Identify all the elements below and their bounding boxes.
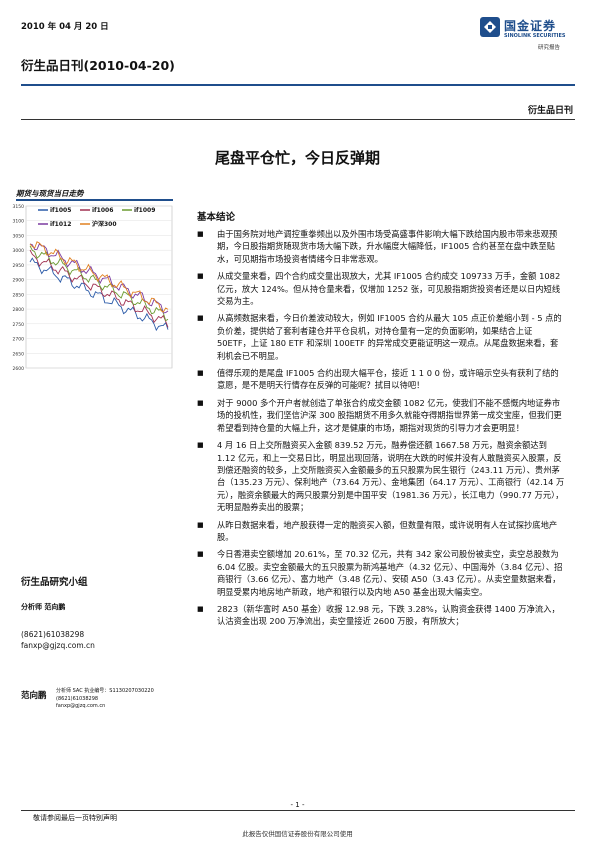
logo-subtitle: 研究报告 [538,45,561,51]
chart-y-tick-label: 2850 [13,292,25,298]
chart-y-tick-label: 2600 [13,366,25,370]
conclusion-item: 4 月 16 日上交所融资买入金额 839.52 万元，融券偿还额 1667.5… [197,439,565,513]
chart-series-line [29,249,169,328]
section-heading: 基本结论 [197,212,236,223]
sidebar-chart: 期货与现货当日走势 3150 3100 3050 3000 2950 2900 2850 28… [10,188,173,370]
conclusion-item: 2823（新华富时 A50 基金）收报 12.98 元，下跌 3.28%，认购资… [197,603,565,628]
section-rule [21,119,575,120]
analyst-sac-number: 分析师 SAC 执业编号：S1130207030220 [56,688,154,694]
chart-legend-label: if1005 [50,207,71,214]
chart-y-tick-label: 3150 [13,204,25,210]
analyst-email[interactable]: fanxp@gjzq.com.cn [56,703,106,709]
logo-text-cn: 国金证券 [504,19,557,33]
conclusion-item: 从昨日数据来看，地产股获得一定的融资买入额，但数量有限，或许说明有人在试探抄底地… [197,519,565,544]
chart-y-tick-label: 2700 [13,337,25,343]
conclusion-item: 值得乐观的是尾盘 IF1005 合约出现大幅平仓，接近 1 1 0 0 份，或许… [197,367,565,392]
team-title: 衍生品研究小组 [21,577,88,588]
chart-y-tick-label: 2950 [13,263,25,269]
conclusion-item: 今日香港卖空额增加 20.61%，至 70.32 亿元，共有 342 家公司股份… [197,548,565,598]
chart-legend-label: 沪深300 [92,220,117,228]
page-number: - 1 - [290,801,305,809]
chart-legend-label: if1006 [92,207,113,214]
chart-y-tick-label: 2750 [13,322,25,328]
chart-series-line [29,257,169,332]
logo-text-en: SINOLINK SECURITIES [504,33,566,39]
footer-note: 敬请参阅最后一页特别声明 [33,814,117,822]
footer-rule [21,810,575,811]
chart-series-line [29,245,169,322]
chart-y-tick-label: 2650 [13,351,25,357]
conclusion-item: 对于 9000 多个开户者就创造了单张合约成交金额 1082 亿元，使我们不能不… [197,397,565,434]
contact-phone: (8621)61038298 [21,630,85,639]
contact-email[interactable]: fanxp@gjzq.com.cn [21,641,95,650]
chart-y-tick-label: 3000 [13,248,25,254]
chart-series-line [29,243,169,314]
chart-y-tick-label: 2900 [13,278,25,284]
chart-title: 期货与现货当日走势 [16,189,84,198]
chart-y-tick-label: 2800 [13,307,25,313]
analyst-name: 范向鹏 [21,691,47,701]
conclusion-item: 由于国务院对地产调控重拳频出以及外围市场受高盛事件影响大幅下跌给国内股市带来悲观… [197,228,565,265]
report-date: 2010 年 04 月 20 日 [21,22,109,32]
conclusion-item: 从成交量来看，四个合约成交量出现放大，尤其 IF1005 合约成交 109733… [197,270,565,307]
chart-series-line [29,241,169,313]
header-rule [21,84,575,86]
conclusion-item: 从高频数据来看，今日价差波动较大，例如 IF1005 合约从最大 105 点正价… [197,312,565,362]
chart-canvas: 3150 3100 3050 3000 2950 2900 2850 2800 2750 2700… [13,204,173,370]
chart-legend-label: if1012 [50,221,71,228]
company-logo: 国金证券 SINOLINK SECURITIES 研究报告 [480,15,575,55]
report-title: 衍生品日刊(2010-04-20) [21,58,175,73]
conclusion-list: 由于国务院对地产调控重拳频出以及外围市场受高盛事件影响大幅下跌给国内股市带来悲观… [197,228,565,628]
chart-title-rule [16,199,173,201]
chart-y-tick-label: 3050 [13,233,25,239]
main-title: 尾盘平仓忙，今日反弹期 [214,149,380,167]
chart-y-tick-label: 3100 [13,219,25,225]
contact-block: (8621)61038298 fanxp@gjzq.com.cn [21,629,95,651]
chart-legend-label: if1009 [134,207,155,214]
logo-mark-icon [480,17,500,37]
section-tag: 衍生品日刊 [527,106,573,116]
analyst-info: 分析师 SAC 执业编号：S1130207030220 (8621)610382… [56,688,154,711]
analyst-phone: (8621)61038298 [56,695,99,702]
analyst-label: 分析师 范向鹏 [21,603,66,611]
footer-disclaimer: 此报告仅供国信证券股份有限公司使用 [242,830,353,838]
